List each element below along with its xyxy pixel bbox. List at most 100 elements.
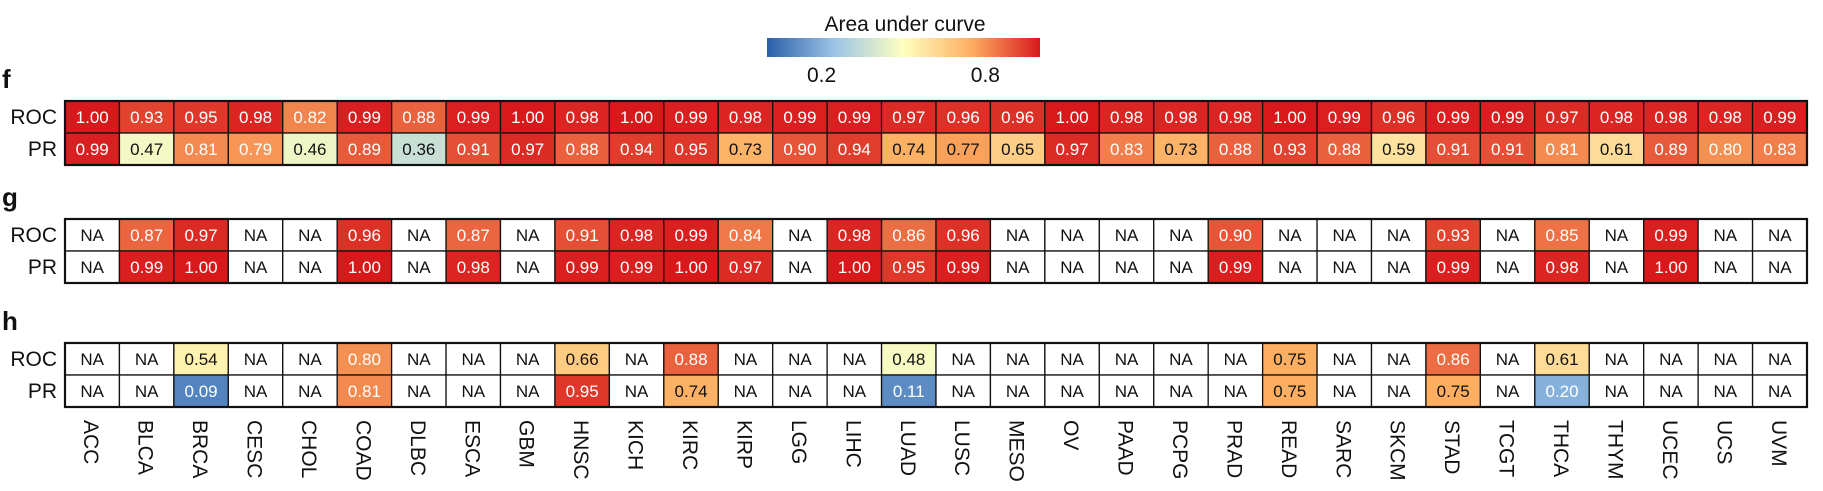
heatmap-cell — [390, 250, 447, 284]
cell-value-label: 0.75 — [1273, 382, 1306, 401]
heatmap-cell — [1153, 250, 1209, 284]
cell-value-label: NA — [407, 350, 431, 369]
cell-value-label: 0.73 — [729, 140, 762, 159]
cell-value-label: NA — [1714, 350, 1738, 369]
cell-value-label: NA — [1224, 382, 1248, 401]
heatmap-cell — [390, 374, 447, 408]
cell-value-label: NA — [734, 382, 758, 401]
column-label: SKCM — [1386, 420, 1409, 481]
column-label: CESC — [243, 420, 266, 478]
heatmap-cell — [989, 374, 1046, 408]
cell-value-label: NA — [80, 350, 104, 369]
cell-value-label: NA — [1169, 350, 1193, 369]
cell-value-label: 0.98 — [1110, 108, 1143, 127]
cell-value-label: 0.91 — [457, 140, 490, 159]
cell-value-label: 0.79 — [239, 140, 272, 159]
cell-value-label: NA — [516, 226, 540, 245]
column-label: BRCA — [188, 420, 211, 478]
cell-value-label: 0.98 — [457, 258, 490, 277]
panel-h: h ROC NA NA 0.54 NA NA 0.80 NA NA NA 0.66 NA 0.88 NA NA… — [2, 306, 1809, 409]
panel-border — [63, 99, 1809, 167]
cell-value-label: 0.36 — [402, 140, 435, 159]
heatmap-cell — [1044, 218, 1100, 252]
cell-value-label: 0.99 — [457, 108, 490, 127]
cell-value-label: 0.99 — [783, 108, 816, 127]
cell-value-label: 0.99 — [1491, 108, 1524, 127]
heatmap-cell — [1153, 132, 1209, 166]
cell-value-label: NA — [407, 258, 431, 277]
column-label: ACC — [79, 420, 102, 464]
heatmap-cell — [118, 218, 175, 252]
heatmap-cell — [173, 250, 229, 284]
heatmap-cell — [1643, 342, 1699, 376]
cell-value-label: 1.00 — [76, 108, 109, 127]
cell-value-label: 1.00 — [348, 258, 381, 277]
heatmap-cell — [282, 132, 338, 166]
heatmap-cell — [880, 100, 937, 134]
cell-value-label: NA — [1605, 382, 1629, 401]
heatmap-cell — [1316, 132, 1373, 166]
panel-letter: f — [2, 64, 11, 94]
heatmap-cell — [1153, 374, 1209, 408]
cell-value-label: NA — [1115, 382, 1139, 401]
column-label: KICH — [624, 420, 647, 470]
heatmap-cell — [935, 100, 992, 134]
cell-value-label: 0.93 — [130, 108, 163, 127]
heatmap-cell — [935, 250, 992, 284]
cell-value-label: NA — [1714, 258, 1738, 277]
cell-value-label: 0.87 — [457, 226, 490, 245]
heatmap-cell — [1098, 374, 1155, 408]
cell-value-label: NA — [135, 382, 159, 401]
cell-value-label: 0.95 — [892, 258, 925, 277]
heatmap-cell — [772, 250, 828, 284]
column-label: STAD — [1440, 420, 1463, 474]
cell-value-label: 0.75 — [1273, 350, 1306, 369]
heatmap-cell — [1697, 250, 1754, 284]
row-label-roc: ROC — [10, 106, 57, 129]
cell-value-label: 0.47 — [130, 140, 163, 159]
heatmap-cell — [1370, 374, 1427, 408]
cell-value-label: 0.97 — [729, 258, 762, 277]
cell-value-label: 0.89 — [1654, 140, 1687, 159]
cell-value-label: NA — [625, 382, 649, 401]
heatmap-cell — [1044, 250, 1100, 284]
heatmap-cell — [1098, 342, 1155, 376]
heatmap-cell — [989, 132, 1046, 166]
cancer-type-labels: ACC BLCA BRCA CESC CHOL COAD DLBC ESCA GBM HNSC KI… — [79, 420, 1790, 482]
cell-value-label: NA — [461, 382, 485, 401]
cell-value-label: 0.90 — [1219, 226, 1252, 245]
heatmap-cell — [1207, 250, 1264, 284]
heatmap-cell — [173, 218, 229, 252]
cell-value-label: NA — [1659, 350, 1683, 369]
cell-value-label: 0.87 — [130, 226, 163, 245]
heatmap-cell — [336, 342, 393, 376]
cell-value-label: 0.75 — [1437, 382, 1470, 401]
heatmap-cell — [880, 374, 937, 408]
cell-value-label: NA — [1278, 226, 1302, 245]
column-label: LIHC — [841, 420, 864, 468]
cell-value-label: NA — [788, 350, 812, 369]
cell-value-label: NA — [1387, 382, 1411, 401]
cell-value-label: 0.99 — [674, 226, 707, 245]
heatmap-cell — [608, 250, 665, 284]
cell-value-label: 0.81 — [348, 382, 381, 401]
heatmap-cell — [227, 132, 284, 166]
heatmap-cell — [717, 374, 774, 408]
heatmap-cell — [1588, 100, 1645, 134]
heatmap-panels: f ROC 1.00 0.93 0.95 0.98 0.82 0.99 0.88 0.99 1.00… — [2, 64, 1809, 409]
row-label-pr: PR — [28, 138, 57, 161]
cell-value-label: NA — [516, 382, 540, 401]
cell-value-label: 0.93 — [1273, 140, 1306, 159]
cell-value-label: NA — [788, 258, 812, 277]
cell-value-label: NA — [1605, 226, 1629, 245]
cell-value-label: 0.86 — [892, 226, 925, 245]
cell-value-label: 0.80 — [348, 350, 381, 369]
cell-value-label: NA — [298, 350, 322, 369]
cell-value-label: NA — [516, 350, 540, 369]
heatmap-cell — [663, 374, 719, 408]
cell-value-label: 0.91 — [566, 226, 599, 245]
cell-value-label: NA — [1278, 258, 1302, 277]
cell-value-label: NA — [1332, 350, 1356, 369]
cell-value-label: 0.94 — [620, 140, 653, 159]
